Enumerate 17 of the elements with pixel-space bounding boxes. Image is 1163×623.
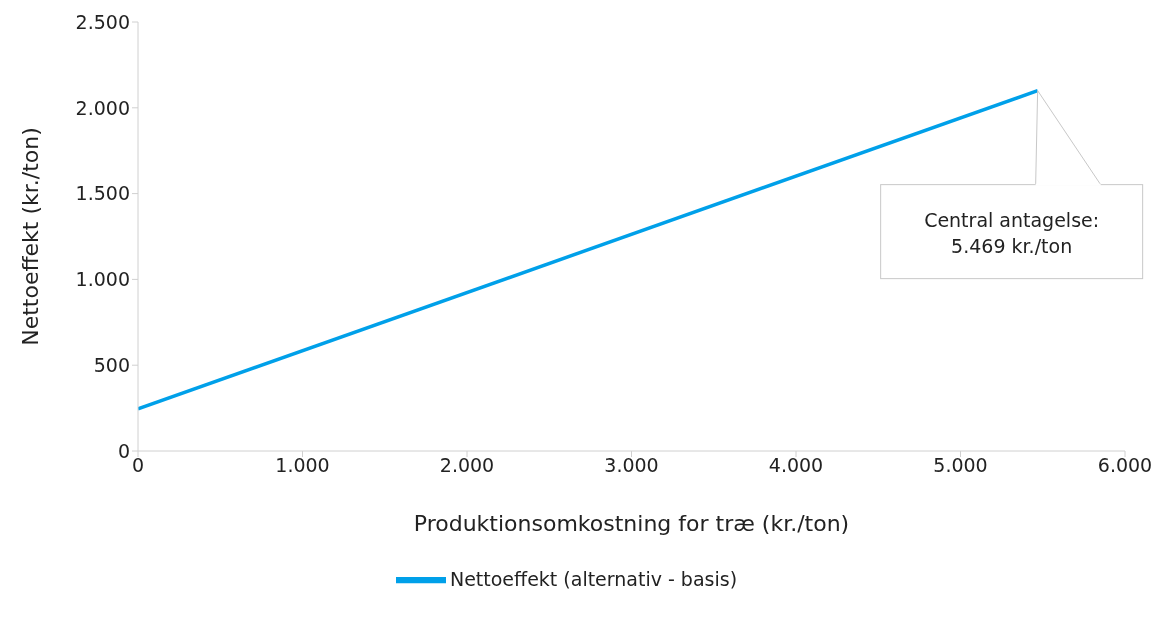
x-tick-label: 6.000 (1097, 454, 1153, 477)
annotation: Central antagelse: 5.469 kr./ton (924, 208, 1100, 257)
x-tick-label: 0 (131, 454, 145, 477)
x-tick-label: 1.000 (275, 454, 330, 477)
y-tick-label: 2.000 (75, 96, 130, 119)
y-tick-label: 1.000 (75, 268, 130, 291)
y-axis-title: Nettoeffekt (kr./ton) (17, 127, 43, 346)
y-tick-label: 0 (117, 439, 130, 462)
x-tick-label: 2.000 (439, 454, 495, 477)
y-tick-label: 2.500 (75, 10, 130, 33)
x-tick-label: 5.000 (933, 454, 988, 477)
x-tick-label: 4.000 (768, 454, 824, 477)
x-axis-title: Produktionsomkostning for træ (kr./ton) (413, 511, 850, 536)
x-tick-label: 3.000 (604, 454, 659, 477)
legend-label: Nettoeffekt (alternativ - basis) (449, 567, 738, 590)
y-tick-label: 1.500 (75, 182, 130, 205)
y-tick-label: 500 (93, 353, 130, 376)
